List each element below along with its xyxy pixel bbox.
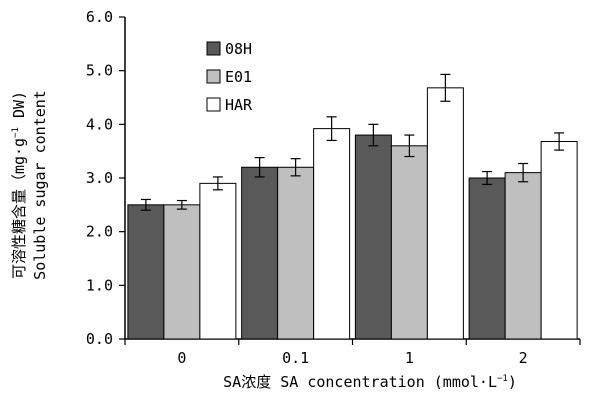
x-axis-label-end: ) (508, 373, 517, 391)
y-tick-label: 5.0 (86, 62, 113, 80)
x-tick-label: 0 (177, 349, 186, 367)
bars (127, 87, 578, 340)
x-axis-label-sup: −1 (497, 374, 508, 384)
y-tick-label: 4.0 (86, 115, 113, 133)
bar-har-2 (426, 87, 464, 340)
y-tick-label: 2.0 (86, 223, 113, 241)
legend-label-har: HAR (225, 96, 253, 114)
error-bar-08h-1 (254, 157, 265, 178)
y-axis-label-cn-end: DW) (10, 91, 28, 127)
y-axis-label-cn-main: 可溶性糖含量（mg·g (10, 138, 28, 279)
error-bar-har-2 (440, 73, 451, 102)
bar-08h-3 (468, 177, 506, 340)
bar-e01-2 (390, 145, 428, 340)
error-bar-har-1 (326, 116, 337, 142)
bar-har-3 (540, 141, 578, 340)
error-bar-08h-2 (368, 123, 379, 147)
error-bar-har-0 (212, 176, 223, 191)
error-bar-e01-1 (290, 158, 301, 177)
x-axis-label-main: SA浓度 SA concentration (mmol·L (223, 373, 497, 391)
bar-08h-0 (127, 204, 165, 340)
x-tick-label: 2 (519, 349, 528, 367)
y-axis-label-cn: 可溶性糖含量（mg·g−1 DW) (10, 91, 28, 279)
legend-swatch-har (206, 97, 221, 112)
y-axis-label-en: Soluble sugar content (31, 90, 49, 280)
error-bar-e01-0 (176, 199, 187, 210)
bar-e01-3 (504, 172, 542, 340)
legend: 08H E01 HAR (206, 40, 253, 114)
error-bar-e01-3 (518, 162, 529, 183)
y-tick-label: 3.0 (86, 169, 113, 187)
error-bar-har-3 (554, 132, 565, 151)
legend-swatch-e01 (206, 69, 221, 84)
bar-08h-1 (241, 166, 279, 340)
legend-label-08h: 08H (225, 40, 252, 58)
error-bar-08h-3 (482, 170, 493, 186)
x-tick-label: 1 (405, 349, 414, 367)
y-tick-label: 0.0 (86, 330, 113, 348)
y-axis-label-cn-sup: −1 (11, 127, 21, 138)
error-bars (140, 73, 565, 211)
bar-har-1 (313, 128, 351, 340)
y-tick-label: 6.0 (86, 8, 113, 26)
bar-e01-1 (277, 166, 315, 340)
error-bar-08h-0 (140, 198, 151, 211)
bar-har-0 (199, 182, 237, 340)
bar-e01-0 (163, 204, 201, 340)
bar-08h-2 (354, 134, 392, 340)
x-ticks: 0 0.1 1 2 (124, 339, 581, 367)
x-axis-label: SA浓度 SA concentration (mmol·L−1) (223, 373, 517, 391)
legend-label-e01: E01 (225, 68, 252, 86)
x-tick-label: 0.1 (282, 349, 309, 367)
error-bar-e01-2 (404, 134, 415, 158)
legend-swatch-08h (206, 41, 221, 56)
y-tick-label: 1.0 (86, 276, 113, 294)
y-ticks: 0.0 1.0 2.0 3.0 4.0 5.0 6.0 (86, 8, 125, 348)
